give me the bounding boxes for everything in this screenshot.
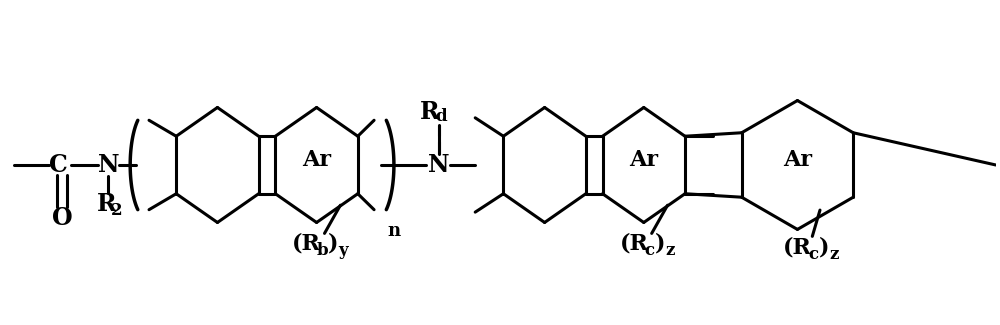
Text: ): ): [328, 232, 339, 254]
Text: ): ): [655, 232, 666, 254]
Text: N: N: [428, 153, 449, 177]
Text: (R: (R: [619, 232, 648, 254]
Text: N: N: [98, 153, 119, 177]
Text: b: b: [317, 242, 328, 259]
Text: C: C: [49, 153, 68, 177]
Text: z: z: [829, 246, 839, 263]
Text: n: n: [387, 222, 400, 240]
Text: R: R: [97, 192, 117, 216]
Text: 2: 2: [111, 202, 123, 219]
Text: O: O: [52, 205, 73, 229]
Text: Ar: Ar: [629, 149, 658, 171]
Text: z: z: [666, 242, 675, 259]
Text: Ar: Ar: [783, 149, 812, 171]
Text: (R: (R: [783, 236, 812, 258]
Text: R: R: [420, 100, 439, 124]
Text: ): ): [819, 236, 829, 258]
Text: d: d: [435, 108, 447, 125]
Text: c: c: [645, 242, 655, 259]
Text: c: c: [808, 246, 818, 263]
Text: Ar: Ar: [302, 149, 331, 171]
Text: (R: (R: [292, 232, 321, 254]
Text: y: y: [339, 242, 348, 259]
